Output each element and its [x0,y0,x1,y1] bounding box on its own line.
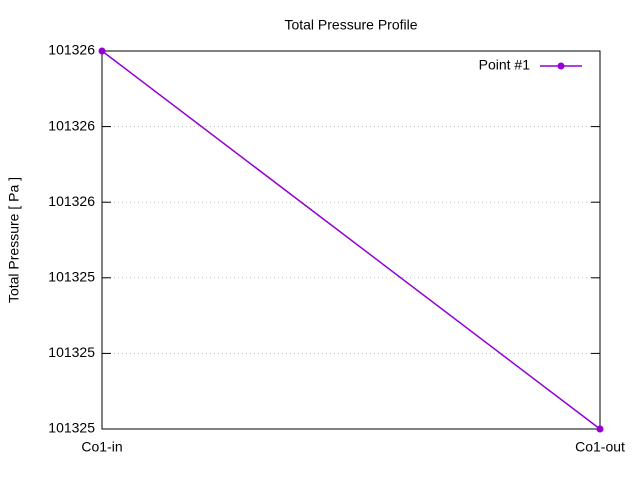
y-tick-label: 101326 [48,42,95,58]
x-tick-label: Co1-out [575,439,625,455]
x-tick-label: Co1-in [81,439,122,455]
legend-marker [557,62,565,70]
y-tick-label: 101326 [48,117,95,133]
y-tick-label: 101325 [48,269,95,285]
chart-title: Total Pressure Profile [284,17,417,33]
y-axis-label: Total Pressure [ Pa ] [6,177,22,303]
y-tick-label: 101326 [48,193,95,209]
series-line [101,50,601,430]
data-point [596,425,604,433]
legend-label: Point #1 [479,57,531,73]
y-tick-label: 101325 [48,344,95,360]
data-point [98,47,106,55]
plot-frame [101,50,601,430]
y-tick-label: 101325 [48,420,95,436]
